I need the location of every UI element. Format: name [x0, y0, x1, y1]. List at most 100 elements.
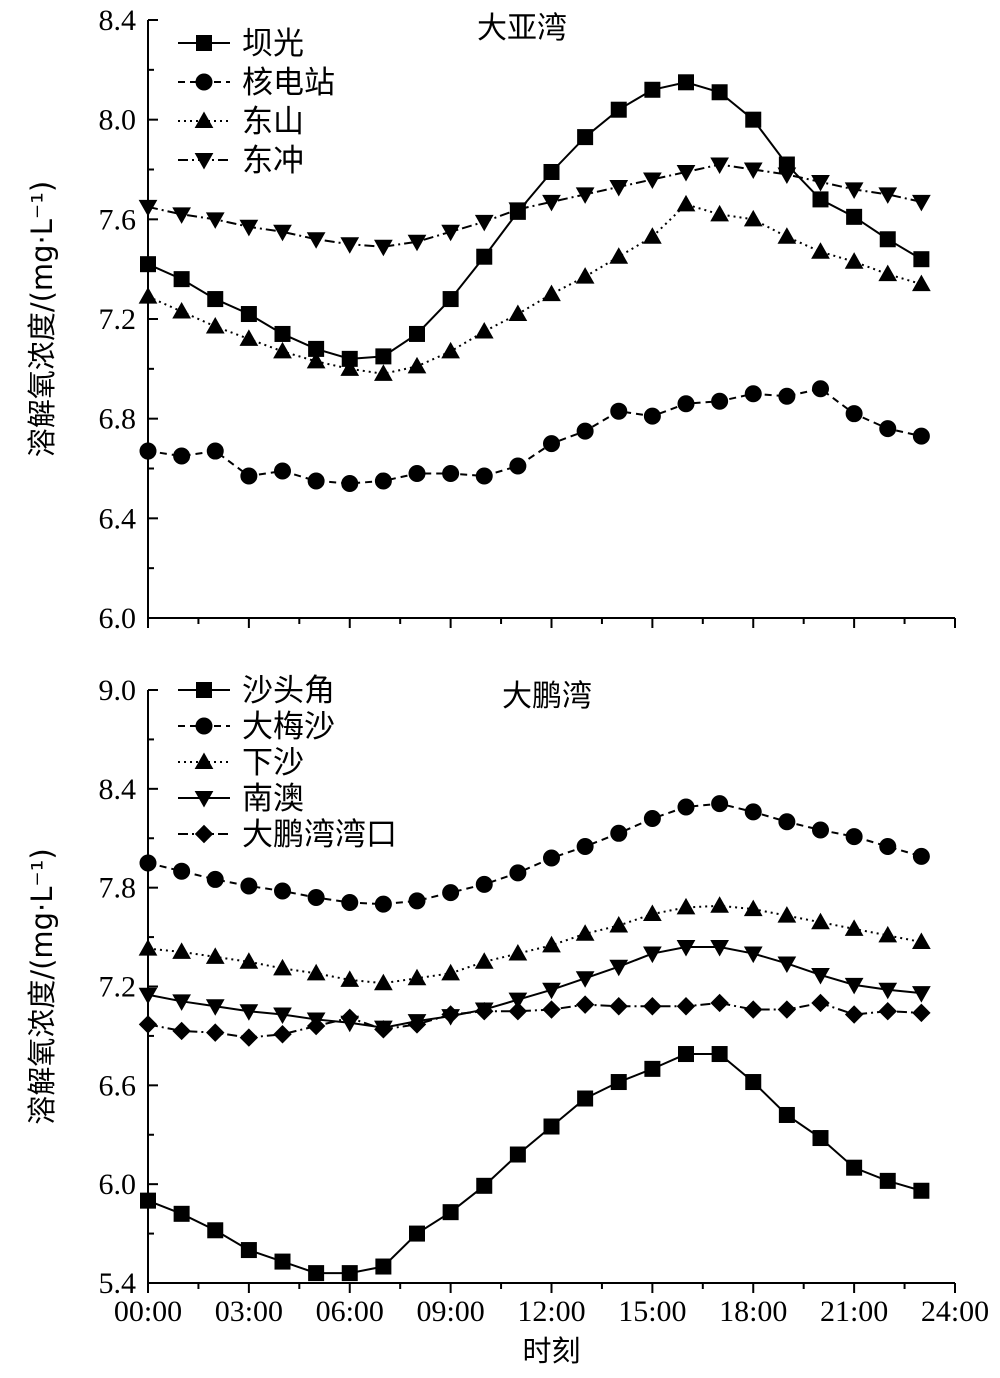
data-point — [777, 906, 797, 923]
y-tick-label: 7.2 — [99, 303, 137, 336]
data-point — [676, 194, 696, 212]
data-point — [508, 1002, 528, 1021]
x-axis-label: 时刻 — [522, 1334, 580, 1368]
panel-1: 6.0 6.4 6.8 7.2 7.6 8.0 8.4 溶解氧浓度/(mg·L⁻¹) 大亚湾 坝光… — [25, 4, 956, 635]
data-point — [744, 1000, 763, 1019]
panel-2: 5.4 6.0 6.6 7.2 7.8 8.4 9.0 00:00 03:00 06:00 09:0… — [25, 673, 989, 1368]
data-point — [407, 968, 427, 986]
legend-marker — [196, 682, 212, 698]
x-tick-label: 06:00 — [316, 1295, 384, 1328]
data-point — [743, 209, 763, 227]
data-point — [912, 1003, 931, 1023]
y-tick-label: 6.0 — [99, 1168, 137, 1201]
data-point — [912, 427, 930, 445]
data-point — [878, 982, 898, 1000]
data-point — [173, 271, 190, 288]
data-point — [778, 813, 796, 831]
data-point — [845, 405, 863, 423]
series-4 — [138, 939, 931, 1038]
data-point — [340, 970, 360, 987]
data-point — [777, 1000, 797, 1019]
data-point — [879, 420, 897, 438]
data-point — [811, 242, 830, 259]
data-point — [811, 912, 830, 930]
data-point — [711, 392, 729, 410]
data-point — [441, 224, 460, 242]
data-point — [273, 1025, 292, 1044]
y-axis-label: 溶解氧浓度/(mg·L⁻¹) — [25, 181, 59, 457]
data-point — [340, 237, 360, 254]
series-5 — [138, 993, 931, 1047]
data-point — [676, 897, 696, 915]
data-point — [341, 893, 359, 911]
data-point — [711, 1046, 728, 1063]
data-point — [374, 472, 392, 490]
data-point — [240, 306, 257, 323]
y-tick-label: 6.8 — [99, 403, 137, 436]
data-point — [441, 1005, 460, 1024]
chart-title: 大鹏湾 — [502, 679, 592, 714]
chart-title: 大亚湾 — [477, 11, 567, 46]
data-point — [442, 291, 459, 308]
data-point — [913, 1182, 930, 1199]
data-point — [878, 1002, 897, 1021]
data-point — [879, 1172, 896, 1189]
data-point — [575, 924, 595, 941]
data-point — [307, 472, 325, 490]
data-point — [743, 899, 763, 917]
data-point — [777, 227, 797, 244]
data-point — [644, 81, 661, 98]
x-tick-label: 18:00 — [719, 1295, 787, 1328]
data-point — [643, 997, 662, 1016]
data-point — [676, 939, 696, 957]
data-point — [676, 997, 696, 1016]
data-point — [710, 896, 729, 913]
data-point — [913, 251, 930, 268]
y-tick-label: 7.2 — [99, 971, 137, 1004]
data-point — [374, 973, 393, 991]
data-point — [172, 207, 191, 224]
data-point — [609, 247, 629, 264]
legend-marker — [196, 35, 212, 51]
data-point — [609, 179, 629, 197]
y-tick-label: 6.4 — [99, 502, 137, 535]
series-line — [147, 1053, 922, 1275]
data-point — [846, 1159, 863, 1176]
y-tick-label: 6.6 — [99, 1069, 137, 1102]
data-point — [274, 462, 291, 480]
data-point — [844, 977, 864, 995]
data-point — [812, 380, 829, 398]
data-point — [778, 387, 796, 405]
data-point — [678, 74, 694, 91]
data-point — [508, 202, 528, 219]
data-point — [912, 194, 931, 212]
data-point — [239, 219, 259, 237]
data-point — [643, 227, 662, 244]
data-point — [138, 939, 158, 956]
data-point — [845, 828, 863, 846]
data-point — [374, 895, 392, 913]
data-point — [239, 329, 259, 346]
data-point — [408, 892, 426, 910]
data-point — [542, 982, 561, 1000]
data-point — [172, 1021, 191, 1041]
data-point — [575, 187, 595, 204]
series-1 — [140, 1046, 930, 1282]
data-point — [308, 1265, 325, 1282]
data-point — [475, 1002, 494, 1021]
data-point — [678, 1046, 694, 1063]
data-point — [306, 1016, 326, 1036]
data-point — [744, 385, 762, 403]
data-point — [139, 442, 157, 460]
data-point — [777, 167, 797, 184]
data-point — [173, 862, 191, 880]
data-point — [811, 967, 830, 985]
y-tick-label: 6.0 — [99, 602, 137, 635]
y-tick-label: 8.4 — [99, 773, 137, 806]
data-point — [543, 1118, 560, 1135]
data-point — [542, 1000, 561, 1019]
x-tick-label: 12:00 — [517, 1295, 585, 1328]
data-point — [274, 882, 291, 900]
